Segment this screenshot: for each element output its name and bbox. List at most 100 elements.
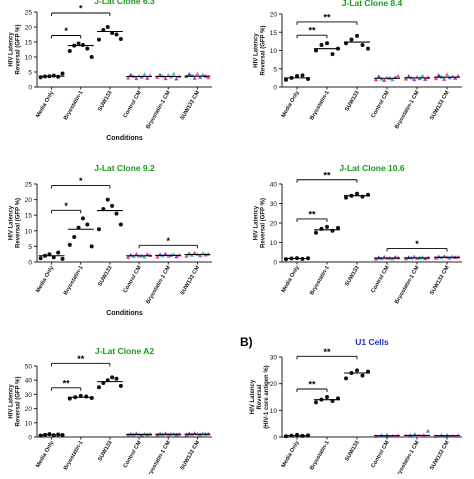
- data-point: [177, 252, 182, 257]
- y-tick-label: 10: [25, 420, 33, 427]
- y-tick-label: 5: [28, 70, 32, 77]
- y-tick-label: 20: [270, 221, 278, 228]
- data-point: [412, 77, 417, 82]
- x-tick-label: SUW133 CM: [429, 265, 451, 297]
- y-tick-label: 20: [270, 12, 278, 19]
- data-point: [373, 77, 379, 82]
- y-tick-label: 15: [25, 40, 33, 47]
- significance-label: **: [308, 209, 316, 219]
- data-point: [192, 250, 197, 255]
- data-point: [96, 37, 101, 42]
- y-tick-label: 10: [270, 240, 278, 247]
- y-tick-label: 5: [273, 66, 277, 73]
- data-point: [355, 191, 359, 196]
- chart-panel-5: J-Lat Clone A2 0 10 20 30 40 50 HIV Latency Reve…: [9, 346, 212, 479]
- data-point: [455, 254, 461, 259]
- y-tick-label: 10: [270, 48, 278, 55]
- data-point: [105, 197, 110, 202]
- y-axis-label: HIV Latency: [254, 33, 260, 68]
- x-tick-label: Bryostatin-1 CM: [394, 440, 421, 474]
- data-point: [395, 73, 401, 78]
- data-point: [134, 76, 139, 81]
- data-point: [96, 227, 101, 232]
- chart-panel-6: U1 Cells 0 10 20 30 HIV Latency Reversal (HIV-1…: [250, 337, 462, 479]
- significance-label: *: [79, 4, 83, 14]
- data-point: [85, 46, 90, 51]
- x-tick-label: Bryostatin-1: [309, 265, 331, 296]
- data-point: [171, 71, 176, 76]
- chart-panel-4: J-Lat Clone 10.6 0 10 20 30 40 HIV Latency Reve…: [254, 163, 462, 305]
- chart-panel-2: J-Lat Clone 8.4 0 5 10 15 20 HIV Latency Revers…: [254, 0, 462, 130]
- x-tick-label: Bryostatin-1: [309, 90, 331, 121]
- y-tick-label: 15: [270, 30, 278, 37]
- data-point: [105, 25, 110, 29]
- data-point: [325, 395, 329, 399]
- data-point: [423, 77, 428, 81]
- y-axis-label: HIV Latency: [9, 205, 15, 240]
- y-axis-label: Reversal (GFP %): [261, 26, 267, 76]
- data-point: [436, 73, 441, 77]
- data-point: [47, 252, 52, 257]
- data-point: [300, 73, 305, 78]
- x-tick-label: Media Only: [35, 439, 56, 469]
- y-axis-label: (HIV-1 core antigen %): [264, 365, 270, 428]
- x-tick-label: Bryostatin-1 CM: [394, 265, 421, 305]
- data-point: [330, 52, 335, 57]
- y-tick-label: 50: [25, 364, 33, 371]
- data-point: [67, 49, 72, 53]
- data-point: [206, 251, 211, 256]
- data-point: [118, 222, 123, 227]
- y-tick-label: 30: [270, 355, 278, 362]
- data-point: [349, 37, 354, 42]
- data-point: [163, 251, 168, 256]
- data-point: [355, 368, 359, 373]
- data-point: [174, 76, 179, 81]
- y-axis-label: HIV Latency: [250, 379, 256, 414]
- x-tick-label: SUW133 CM: [180, 90, 202, 122]
- chart-title: J-Lat Clone 8.4: [342, 0, 403, 8]
- data-point: [89, 244, 94, 249]
- y-tick-label: 20: [25, 25, 33, 32]
- data-point: [433, 76, 439, 81]
- data-point: [145, 76, 150, 80]
- y-tick-label: 20: [25, 406, 33, 413]
- x-tick-label: SUW133 CM: [180, 440, 202, 472]
- data-point: [142, 254, 147, 259]
- x-tick-label: SUW133 CM: [429, 90, 451, 122]
- data-point: [110, 203, 115, 208]
- data-point: [126, 75, 131, 80]
- x-tick-label: Bryostatin-1 CM: [145, 90, 172, 130]
- chart-title: U1 Cells: [355, 337, 389, 347]
- y-axis-label: HIV Latency: [9, 384, 15, 419]
- y-axis-label: HIV Latency: [254, 205, 260, 240]
- significance-label: **: [323, 12, 331, 22]
- significance-label: **: [323, 347, 331, 357]
- data-point: [85, 222, 90, 227]
- x-axis-label: Conditions: [106, 310, 143, 317]
- x-tick-label: Media Only: [281, 264, 302, 294]
- data-point: [442, 77, 447, 81]
- y-tick-label: 10: [25, 228, 33, 235]
- data-point: [80, 43, 85, 47]
- chart-title: J-Lat Clone 10.6: [339, 163, 404, 173]
- chart-panel-3: J-Lat Clone 9.2 0 5 10 15 20 25 HIV Latency Reve…: [9, 163, 212, 317]
- data-point: [110, 375, 115, 380]
- data-point: [425, 75, 431, 80]
- x-axis-label: Conditions: [106, 135, 143, 142]
- x-tick-label: Bryostatin-1: [63, 90, 85, 121]
- y-axis-label: Reversal (GFP %): [16, 25, 22, 75]
- x-tick-label: Media Only: [35, 89, 56, 119]
- data-point: [284, 77, 288, 82]
- data-point: [118, 37, 123, 41]
- data-point: [195, 71, 200, 76]
- x-tick-label: Control CM: [370, 440, 390, 469]
- chart-title: J-Lat Clone 6.3: [94, 0, 155, 6]
- x-tick-label: SUW133: [97, 90, 113, 112]
- significance-label: *: [64, 26, 68, 36]
- significance-label: **: [323, 170, 331, 180]
- data-point: [47, 432, 52, 437]
- data-point: [425, 255, 431, 260]
- y-axis-label: Reversal (GFP %): [16, 377, 22, 427]
- data-point: [163, 76, 168, 81]
